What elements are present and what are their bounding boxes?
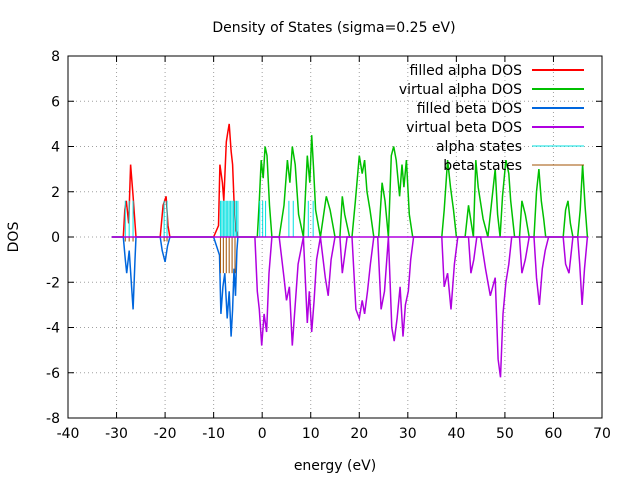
legend-label: filled alpha DOS xyxy=(410,63,523,79)
legend-label: filled beta DOS xyxy=(417,101,522,117)
x-tick-label: -30 xyxy=(105,426,128,442)
x-tick-label: -40 xyxy=(57,426,80,442)
y-axis-label: DOS xyxy=(6,222,22,253)
x-tick-label: -20 xyxy=(154,426,177,442)
x-tick-label: 10 xyxy=(302,426,320,442)
legend-label: beta states xyxy=(443,158,522,174)
x-axis-ticks: -40 -30 -20 -10 0 10 20 30 40 50 60 70 xyxy=(57,56,611,442)
legend: filled alpha DOS virtual alpha DOS filled … xyxy=(399,63,584,174)
x-tick-label: 60 xyxy=(545,426,563,442)
x-tick-label: 0 xyxy=(258,426,267,442)
filled-alpha-dos-line xyxy=(111,123,239,238)
y-tick-label: 0 xyxy=(51,230,60,246)
legend-label: virtual beta DOS xyxy=(406,120,522,136)
virtual-alpha-dos-line xyxy=(237,135,589,238)
x-tick-label: 30 xyxy=(399,426,417,442)
y-tick-label: -2 xyxy=(46,275,60,291)
y-axis-ticks: -8 -6 -4 -2 0 2 4 6 8 xyxy=(46,49,602,427)
data-series xyxy=(111,123,589,378)
y-tick-label: 8 xyxy=(51,49,60,65)
y-tick-label: -6 xyxy=(46,366,60,382)
x-tick-label: 50 xyxy=(496,426,514,442)
x-tick-label: -10 xyxy=(202,426,225,442)
legend-label: alpha states xyxy=(436,139,522,155)
y-tick-label: 2 xyxy=(51,185,60,201)
y-tick-label: 6 xyxy=(51,94,60,110)
x-tick-label: 20 xyxy=(350,426,368,442)
y-tick-label: -4 xyxy=(46,321,60,337)
x-axis-label: energy (eV) xyxy=(294,458,376,474)
x-tick-label: 70 xyxy=(593,426,611,442)
virtual-beta-dos-line xyxy=(237,236,589,378)
x-tick-label: 40 xyxy=(447,426,465,442)
y-tick-label: 4 xyxy=(51,140,60,156)
chart-title: Density of States (sigma=0.25 eV) xyxy=(212,20,455,36)
y-tick-label: -8 xyxy=(46,411,60,427)
filled-beta-dos-line xyxy=(111,236,239,337)
legend-label: virtual alpha DOS xyxy=(399,82,522,98)
